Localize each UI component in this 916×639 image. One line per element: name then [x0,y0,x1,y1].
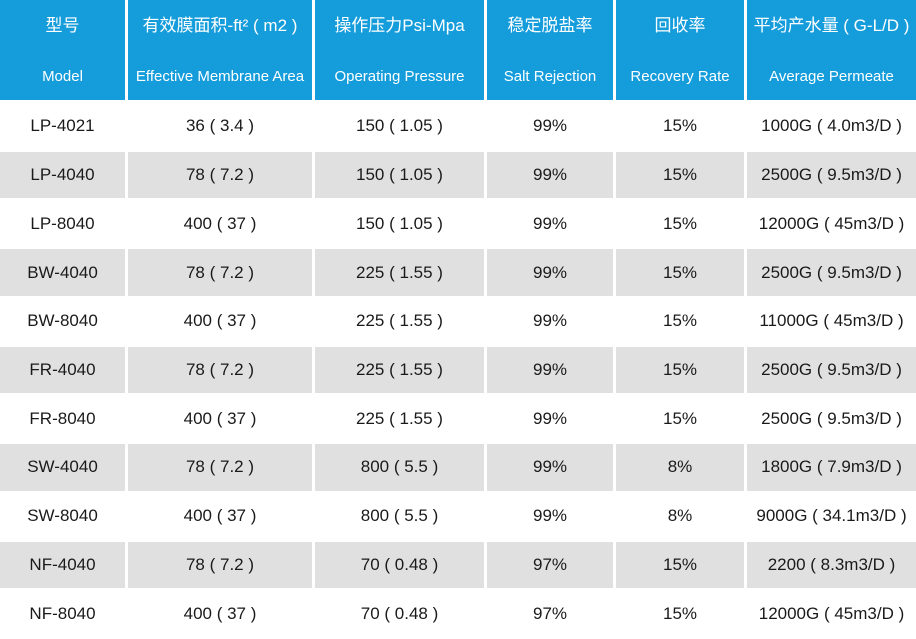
value-cell: 2500G ( 9.5m3/D ) [747,395,916,445]
value-cell: 1800G ( 7.9m3/D ) [747,444,916,493]
value-cell: 70 ( 0.48 ) [315,541,487,591]
value-cell: 2500G ( 9.5m3/D ) [747,151,916,201]
header-zh-label: 稳定脱盐率 [507,16,593,35]
value-cell: 15% [616,590,747,639]
value-cell: 99% [487,103,616,152]
value-cell: 78 ( 7.2 ) [128,346,315,396]
value-cell: 99% [487,395,616,445]
value-cell: 99% [487,151,616,201]
value-cell: 11000G ( 45m3/D ) [747,297,916,347]
value-cell: 97% [487,541,616,591]
value-cell: 2200 ( 8.3m3/D ) [747,541,916,591]
value-cell: 800 ( 5.5 ) [315,444,487,493]
value-cell: 1000G ( 4.0m3/D ) [747,103,916,152]
header-zh-label: 有效膜面积-ft² ( m2 ) [142,16,298,35]
model-cell: BW-4040 [0,249,128,298]
value-cell: 70 ( 0.48 ) [315,590,487,639]
value-cell: 800 ( 5.5 ) [315,492,487,542]
header-zh-label: 型号 [45,16,80,35]
value-cell: 400 ( 37 ) [128,492,315,542]
value-cell: 400 ( 37 ) [128,297,315,347]
value-cell: 12000G ( 45m3/D ) [747,200,916,250]
value-cell: 99% [487,297,616,347]
value-cell: 400 ( 37 ) [128,590,315,639]
col-header-operating-pressure: 操作压力Psi-Mpa Operating Pressure [315,0,487,103]
value-cell: 15% [616,249,747,298]
value-cell: 99% [487,200,616,250]
model-cell: SW-4040 [0,444,128,493]
value-cell: 97% [487,590,616,639]
value-cell: 78 ( 7.2 ) [128,444,315,493]
value-cell: 99% [487,249,616,298]
col-header-salt-rejection: 稳定脱盐率 Salt Rejection [487,0,616,103]
col-header-membrane-area: 有效膜面积-ft² ( m2 ) Effective Membrane Area [128,0,315,103]
header-en-label: Salt Rejection [503,67,597,85]
value-cell: 99% [487,346,616,396]
header-zh-label: 操作压力Psi-Mpa [334,16,465,35]
model-cell: FR-4040 [0,346,128,396]
value-cell: 15% [616,200,747,250]
value-cell: 15% [616,395,747,445]
header-zh-label: 平均产水量 ( G-L/D ) [753,16,910,35]
value-cell: 15% [616,297,747,347]
value-cell: 99% [487,444,616,493]
value-cell: 400 ( 37 ) [128,395,315,445]
header-en-label: Average Permeate [769,67,894,85]
model-cell: FR-8040 [0,395,128,445]
value-cell: 15% [616,103,747,152]
value-cell: 78 ( 7.2 ) [128,151,315,201]
model-cell: BW-8040 [0,297,128,347]
value-cell: 2500G ( 9.5m3/D ) [747,346,916,396]
model-cell: LP-4021 [0,103,128,152]
value-cell: 99% [487,492,616,542]
value-cell: 15% [616,346,747,396]
value-cell: 150 ( 1.05 ) [315,200,487,250]
value-cell: 2500G ( 9.5m3/D ) [747,249,916,298]
header-en-label: Recovery Rate [630,67,730,85]
header-zh-label: 回收率 [654,16,706,35]
value-cell: 225 ( 1.55 ) [315,249,487,298]
value-cell: 225 ( 1.55 ) [315,297,487,347]
header-en-label: Model [42,67,83,85]
value-cell: 150 ( 1.05 ) [315,151,487,201]
model-cell: LP-8040 [0,200,128,250]
value-cell: 9000G ( 34.1m3/D ) [747,492,916,542]
value-cell: 400 ( 37 ) [128,200,315,250]
value-cell: 225 ( 1.55 ) [315,346,487,396]
value-cell: 78 ( 7.2 ) [128,541,315,591]
header-en-label: Effective Membrane Area [135,67,305,85]
value-cell: 225 ( 1.55 ) [315,395,487,445]
value-cell: 15% [616,151,747,201]
col-header-average-permeate: 平均产水量 ( G-L/D ) Average Permeate [747,0,916,103]
model-cell: SW-8040 [0,492,128,542]
header-en-label: Operating Pressure [334,67,465,85]
value-cell: 78 ( 7.2 ) [128,249,315,298]
value-cell: 8% [616,444,747,493]
col-header-model: 型号 Model [0,0,128,103]
value-cell: 8% [616,492,747,542]
model-cell: NF-4040 [0,541,128,591]
value-cell: 15% [616,541,747,591]
value-cell: 12000G ( 45m3/D ) [747,590,916,639]
model-cell: NF-8040 [0,590,128,639]
value-cell: 36 ( 3.4 ) [128,103,315,152]
value-cell: 150 ( 1.05 ) [315,103,487,152]
col-header-recovery-rate: 回收率 Recovery Rate [616,0,747,103]
model-cell: LP-4040 [0,151,128,201]
